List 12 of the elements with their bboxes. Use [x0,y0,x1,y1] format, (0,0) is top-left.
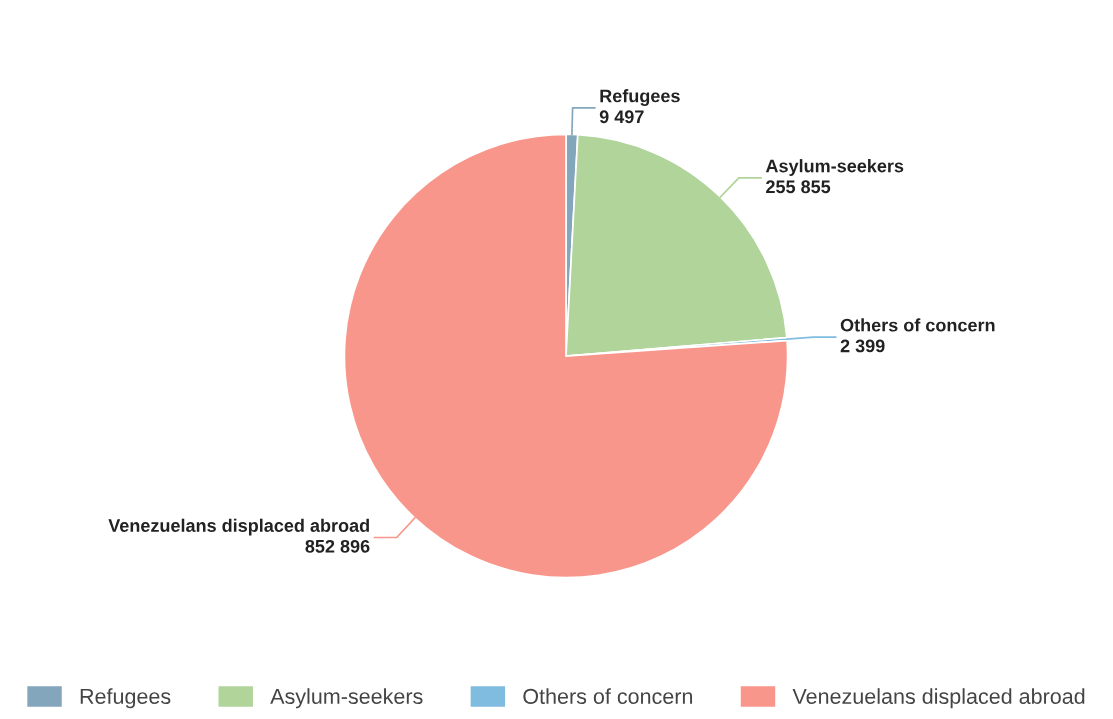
legend-label: Venezuelans displaced abroad [792,688,1085,709]
slice-label: Refugees [600,89,680,106]
slice-label: Venezuelans displaced abroad [108,518,369,536]
data-label: 2 399 [840,339,885,353]
slice-label: Others of concern [840,318,995,332]
legend-label: Refugees [80,688,171,709]
slice-label: Asylum-seekers [765,159,904,176]
data-label: 852 896 [305,539,370,553]
legend-label: Others of concern [523,688,693,704]
data-label: 255 855 [766,180,831,194]
data-label: 9 497 [599,110,644,124]
legend-label: Asylum-seekers [270,688,423,709]
